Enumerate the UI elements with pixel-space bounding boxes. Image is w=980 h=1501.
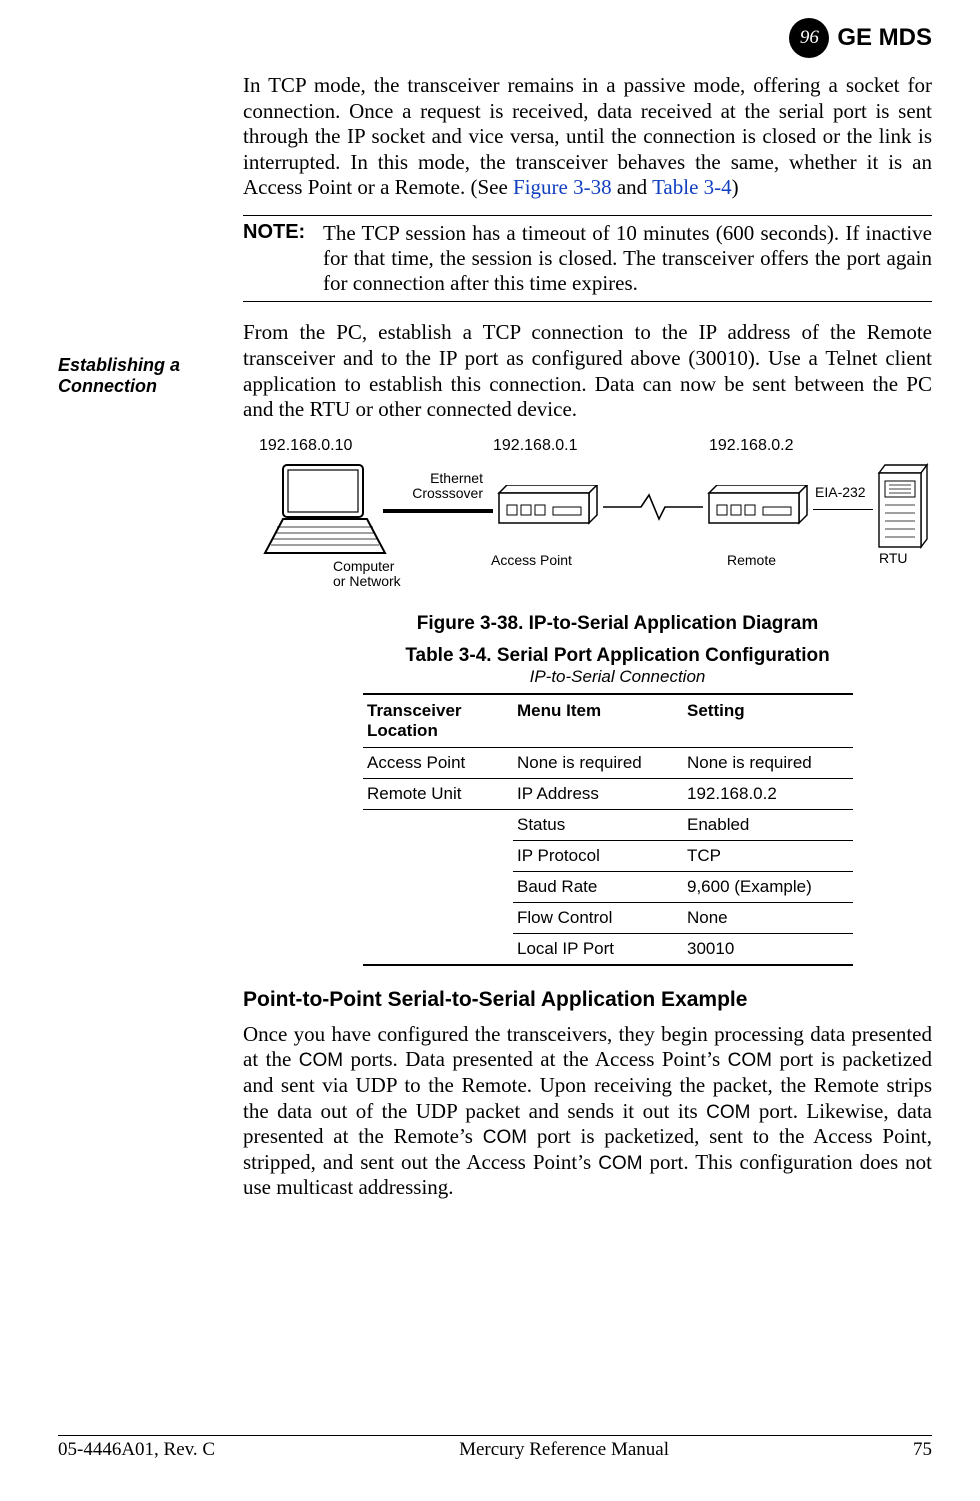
table-row: Status Enabled — [363, 809, 853, 840]
td-empty — [363, 809, 513, 840]
td: Status — [513, 809, 683, 840]
td: Enabled — [683, 809, 853, 840]
access-point-icon — [493, 485, 603, 525]
eth-l2: Crosssover — [412, 485, 483, 501]
th-location: Transceiver Location — [363, 694, 513, 748]
comp-l2: or Network — [333, 573, 401, 589]
note-body: The TCP session has a timeout of 10 minu… — [323, 221, 932, 295]
paragraph-establish: From the PC, establish a TCP connection … — [243, 320, 932, 422]
access-point-label: Access Point — [491, 553, 572, 568]
rtu-label: RTU — [879, 551, 908, 566]
td: 30010 — [683, 933, 853, 965]
td: None is required — [513, 747, 683, 778]
ip-label-remote: 192.168.0.2 — [709, 437, 794, 455]
serial-cable-icon — [813, 509, 873, 511]
com-port-label: COM — [598, 1153, 642, 1174]
table-row: Flow Control None — [363, 902, 853, 933]
remote-label: Remote — [727, 553, 776, 568]
wireless-link-icon — [603, 492, 703, 522]
table-subcaption: IP-to-Serial Connection — [303, 667, 932, 687]
com-port-label: COM — [728, 1050, 772, 1071]
td: Baud Rate — [513, 871, 683, 902]
table-row: Remote Unit IP Address 192.168.0.2 — [363, 778, 853, 809]
td: None is required — [683, 747, 853, 778]
ethernet-cable-icon — [383, 509, 493, 513]
xref-table-3-4[interactable]: Table 3-4 — [652, 175, 732, 199]
xref-figure-3-38[interactable]: Figure 3-38 — [513, 175, 612, 199]
table-row: Baud Rate 9,600 (Example) — [363, 871, 853, 902]
remote-icon — [703, 485, 813, 525]
th-menuitem: Menu Item — [513, 694, 683, 748]
p1-post: ) — [732, 175, 739, 199]
table-row: Local IP Port 30010 — [363, 933, 853, 965]
ge-monogram-icon: 96 — [789, 18, 829, 58]
footer-pagenum: 75 — [913, 1439, 932, 1461]
th-location-text: Transceiver Location — [367, 701, 462, 740]
ip-label-ap: 192.168.0.1 — [493, 437, 578, 455]
td: Access Point — [363, 747, 513, 778]
td: Remote Unit — [363, 778, 513, 809]
com-port-label: COM — [483, 1127, 527, 1148]
th-setting: Setting — [683, 694, 853, 748]
table-row: Access Point None is required None is re… — [363, 747, 853, 778]
rtu-icon — [873, 461, 933, 551]
sidebar-heading: Establishing a Connection — [58, 355, 218, 396]
footer-title: Mercury Reference Manual — [459, 1439, 669, 1461]
com-port-label: COM — [299, 1050, 343, 1071]
p1-mid: and — [612, 175, 652, 199]
config-table: Transceiver Location Menu Item Setting A… — [363, 693, 853, 966]
ethernet-crossover-label: Ethernet Crosssover — [395, 471, 483, 502]
eia232-label: EIA-232 — [815, 485, 866, 500]
com-port-label: COM — [706, 1102, 750, 1123]
td: None — [683, 902, 853, 933]
ip-label-pc: 192.168.0.10 — [259, 437, 352, 455]
note-label: NOTE: — [243, 221, 315, 295]
td-empty — [363, 871, 513, 902]
table-header-row: Transceiver Location Menu Item Setting — [363, 694, 853, 748]
td: 192.168.0.2 — [683, 778, 853, 809]
eth-l1: Ethernet — [430, 470, 483, 486]
page-footer: 05-4446A01, Rev. C Mercury Reference Man… — [58, 1435, 932, 1461]
td: 9,600 (Example) — [683, 871, 853, 902]
td: IP Address — [513, 778, 683, 809]
table-row: IP Protocol TCP — [363, 840, 853, 871]
laptop-icon — [255, 461, 395, 561]
td: Flow Control — [513, 902, 683, 933]
td-empty — [363, 902, 513, 933]
table-caption: Table 3-4. Serial Port Application Confi… — [303, 645, 932, 667]
td-empty — [363, 933, 513, 965]
section-heading-p2p: Point-to-Point Serial-to-Serial Applicat… — [243, 988, 932, 1012]
diagram-figure-3-38: 192.168.0.10 192.168.0.1 192.168.0.2 — [243, 437, 933, 607]
brand-logo: 96 GE MDS — [789, 18, 932, 58]
brand-text: GE MDS — [837, 24, 932, 52]
p2p-b: ports. Data presented at the Access Poin… — [343, 1047, 728, 1071]
td: IP Protocol — [513, 840, 683, 871]
figure-caption: Figure 3-38. IP-to-Serial Application Di… — [303, 613, 932, 635]
computer-network-label: Computer or Network — [333, 559, 401, 590]
comp-l1: Computer — [333, 558, 394, 574]
td: Local IP Port — [513, 933, 683, 965]
footer-docid: 05-4446A01, Rev. C — [58, 1439, 215, 1461]
paragraph-tcp-mode: In TCP mode, the transceiver remains in … — [243, 73, 932, 201]
td: TCP — [683, 840, 853, 871]
td-empty — [363, 840, 513, 871]
paragraph-p2p: Once you have configured the transceiver… — [243, 1022, 932, 1201]
note-block: NOTE: The TCP session has a timeout of 1… — [243, 215, 932, 302]
